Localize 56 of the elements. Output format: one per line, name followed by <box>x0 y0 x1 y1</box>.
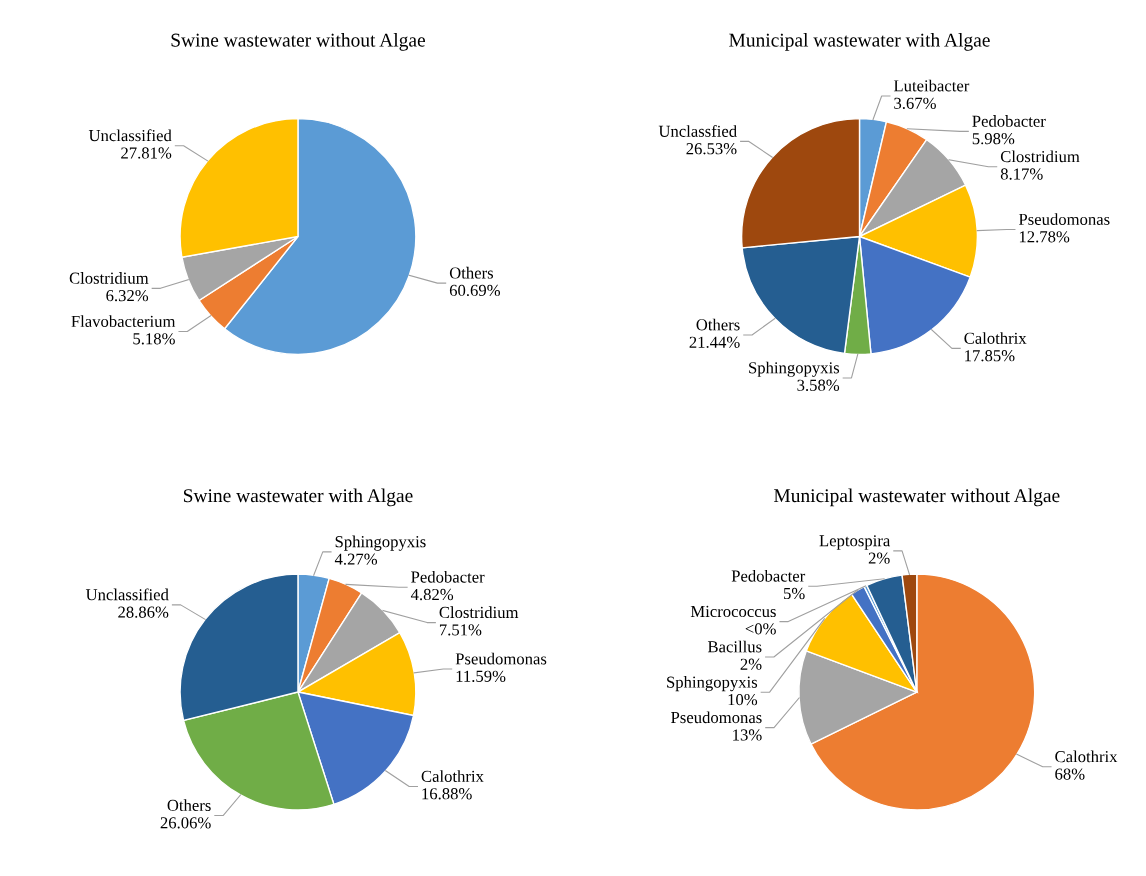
data-label: <0% <box>745 623 776 635</box>
slice-label: Unclassfied <box>658 124 737 137</box>
slice-label: Pseudomonas <box>455 652 547 665</box>
data-label: 6.32% <box>106 289 149 302</box>
slice-label: Luteibacter <box>893 79 970 92</box>
slice-label: Flavobacterium <box>71 315 176 327</box>
data-label: 2% <box>740 658 762 670</box>
slice-label: Others <box>449 266 494 279</box>
slice-label: Unclassified <box>85 588 169 601</box>
data-label: 4.82% <box>410 588 454 601</box>
data-label: 3.58% <box>797 379 840 391</box>
slice-label: Calothrix <box>964 332 1027 344</box>
chart-title: Municipal wastewater with Algae <box>729 33 990 51</box>
slice-label: Micrococcus <box>690 605 776 618</box>
data-label: 68% <box>1055 768 1085 780</box>
data-label: 4.27% <box>334 553 378 565</box>
data-label: 3.67% <box>894 97 936 109</box>
slice-label: Pedobacter <box>411 570 485 583</box>
slice-label: Clostridium <box>439 606 519 619</box>
slice-label: Sphingopyxis <box>749 361 840 377</box>
slice-label: Sphingopyxis <box>667 676 758 692</box>
slice-label: Unclassified <box>88 129 172 142</box>
slice-label: Pedobacter <box>731 569 806 582</box>
slice-label: Others <box>167 799 211 811</box>
slice-label: Bacillus <box>707 640 762 653</box>
slice-label: Pedobacter <box>972 115 1046 127</box>
slice-label: Calothrix <box>1055 750 1118 763</box>
data-label: 13% <box>733 729 762 741</box>
data-label: 26.06% <box>160 817 211 829</box>
slice-label: Others <box>696 318 740 331</box>
data-label: 27.81% <box>121 147 172 159</box>
slice-label: Pseudomonas <box>671 711 762 724</box>
data-label: 26.53% <box>686 143 737 155</box>
data-label: 60.69% <box>449 284 500 297</box>
data-label: 5.18% <box>133 333 175 345</box>
data-label: 7.51% <box>439 624 482 636</box>
data-label: 21.44% <box>689 336 740 348</box>
slice-label: Sphingopyxis <box>335 535 426 551</box>
slice-label: Leptospira <box>819 535 891 550</box>
slice-label: Pseudomonas <box>1018 213 1110 225</box>
slice-label: Calothrix <box>421 770 484 782</box>
data-label: 16.88% <box>422 788 472 800</box>
slice-label: Clostridium <box>69 272 149 284</box>
data-label: 17.85% <box>965 350 1015 362</box>
data-label: 12.78% <box>1019 231 1070 243</box>
chart-title: Swine wastewater without Algae <box>171 33 425 51</box>
slice-label: Clostridium <box>1000 150 1080 163</box>
data-label: 5% <box>784 587 805 600</box>
chart-title: Municipal wastewater without Algae <box>773 488 1060 507</box>
data-label: 28.86% <box>118 606 169 618</box>
data-label: 11.59% <box>456 670 506 682</box>
data-label: 8.17% <box>1000 168 1043 180</box>
chart-title: Swine wastewater with Algae <box>183 488 413 507</box>
data-label: 10% <box>728 693 758 706</box>
data-label: 2% <box>868 552 890 564</box>
data-label: 5.98% <box>972 133 1015 145</box>
